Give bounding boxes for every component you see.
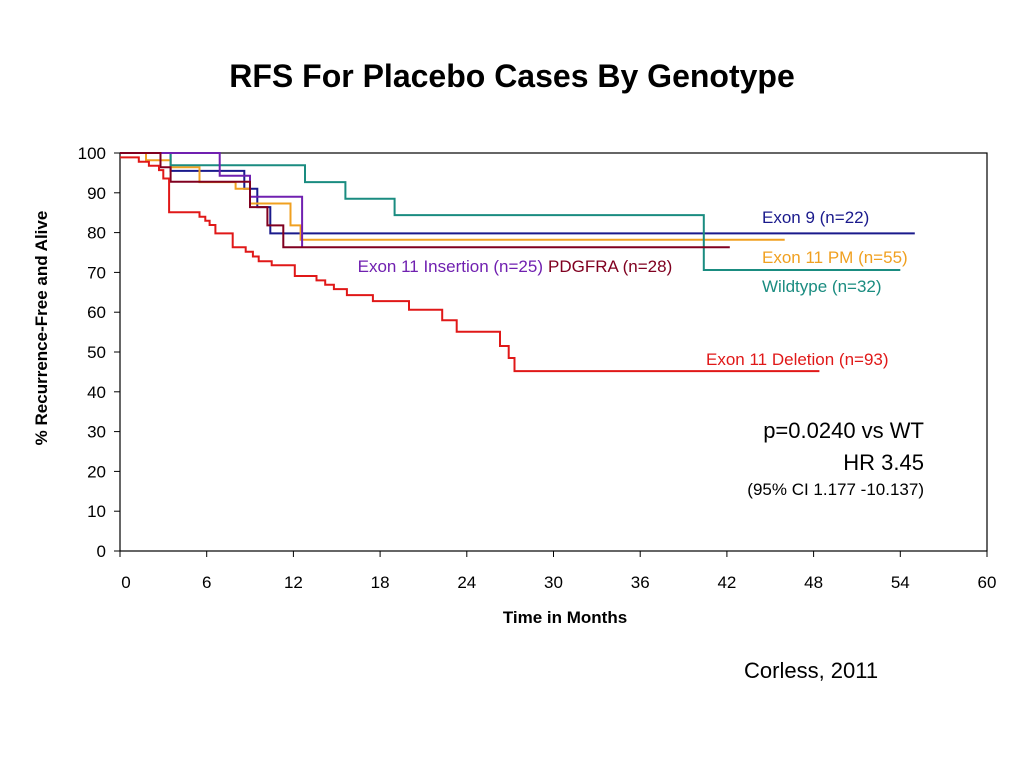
x-tick-label: 42 xyxy=(717,573,736,592)
hazard-ratio-text: HR 3.45 xyxy=(843,450,924,475)
y-tick-label: 30 xyxy=(87,423,106,442)
series-label-1: Exon 11 PM (n=55) xyxy=(762,248,908,267)
axes: 0 6 12 18 24 30 36 42 48 54 60 0 10 20 30 40 50 60 70 80 90 1… xyxy=(78,144,997,592)
x-tick-label: 36 xyxy=(631,573,650,592)
y-tick-label: 80 xyxy=(87,224,106,243)
series-line-4 xyxy=(120,152,730,249)
legend-labels: Exon 9 (n=22) Exon 11 PM (n=55) Wildtype (… xyxy=(358,208,908,369)
y-tick-label: 10 xyxy=(87,502,106,521)
series-label-0: Exon 9 (n=22) xyxy=(762,208,869,227)
x-tick-label: 0 xyxy=(121,573,130,592)
y-tick-label: 90 xyxy=(87,184,106,203)
y-tick-label: 50 xyxy=(87,343,106,362)
y-tick-label: 60 xyxy=(87,303,106,322)
y-tick-label: 20 xyxy=(87,462,106,481)
x-tick-label: 48 xyxy=(804,573,823,592)
series-line-3 xyxy=(120,152,304,247)
confidence-interval-text: (95% CI 1.177 -10.137) xyxy=(747,480,924,499)
series-label-2: Wildtype (n=32) xyxy=(762,277,882,296)
x-tick-label: 24 xyxy=(457,573,476,592)
series-layer xyxy=(120,152,915,373)
y-tick-label: 70 xyxy=(87,263,106,282)
series-line-5 xyxy=(120,156,820,373)
x-tick-label: 18 xyxy=(371,573,390,592)
x-tick-label: 12 xyxy=(284,573,303,592)
series-label-4: PDGFRA (n=28) xyxy=(548,257,672,276)
x-tick-label: 54 xyxy=(891,573,910,592)
x-tick-label: 60 xyxy=(978,573,997,592)
series-line-1 xyxy=(120,152,785,241)
x-axis-label: Time in Months xyxy=(503,608,627,627)
y-tick-label: 100 xyxy=(78,144,106,163)
x-tick-label: 6 xyxy=(202,573,211,592)
y-tick-label: 0 xyxy=(97,542,106,561)
x-tick-label: 30 xyxy=(544,573,563,592)
series-label-3: Exon 11 Insertion (n=25) xyxy=(358,257,543,276)
y-axis-label: % Recurrence-Free and Alive xyxy=(32,211,51,446)
y-tick-label: 40 xyxy=(87,383,106,402)
citation: Corless, 2011 xyxy=(744,658,879,683)
series-label-5: Exon 11 Deletion (n=93) xyxy=(706,350,889,369)
series-line-2 xyxy=(120,152,901,271)
chart-title: RFS For Placebo Cases By Genotype xyxy=(229,58,795,94)
p-value-text: p=0.0240 vs WT xyxy=(763,418,924,443)
